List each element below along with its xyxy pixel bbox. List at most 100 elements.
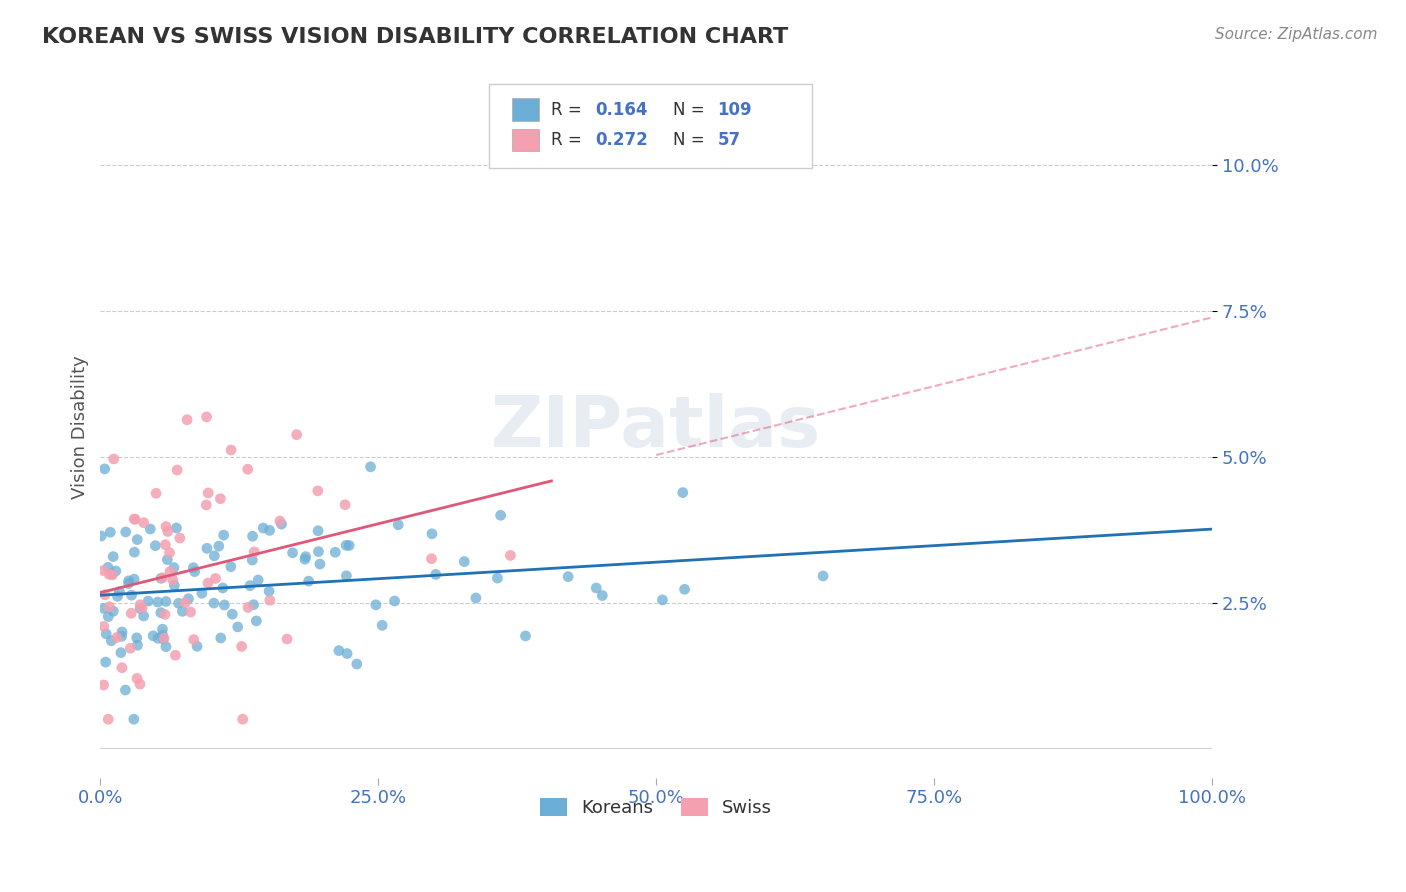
- Point: [153, 607, 176, 622]
- Point: [420, 526, 443, 541]
- Text: 0.164: 0.164: [595, 101, 648, 119]
- Point: [117, 576, 139, 591]
- Point: [309, 557, 332, 571]
- Point: [208, 539, 231, 553]
- Point: [156, 524, 179, 539]
- Point: [281, 546, 304, 560]
- Point: [202, 549, 225, 563]
- Point: [172, 604, 194, 618]
- Text: KOREAN VS SWISS VISION DISABILITY CORRELATION CHART: KOREAN VS SWISS VISION DISABILITY CORREL…: [42, 27, 789, 46]
- Point: [209, 631, 232, 645]
- Text: ZIPatlas: ZIPatlas: [491, 393, 821, 462]
- Point: [384, 594, 406, 608]
- FancyBboxPatch shape: [512, 98, 540, 120]
- Point: [132, 609, 155, 624]
- Point: [211, 581, 233, 595]
- Point: [127, 533, 149, 547]
- Point: [195, 541, 218, 556]
- Point: [165, 648, 187, 663]
- Point: [166, 463, 188, 477]
- Text: 109: 109: [717, 101, 752, 119]
- Point: [214, 598, 236, 612]
- Point: [111, 624, 134, 639]
- Point: [127, 638, 149, 652]
- Point: [169, 531, 191, 545]
- Point: [323, 545, 346, 559]
- Point: [585, 581, 607, 595]
- Point: [294, 549, 316, 564]
- Point: [464, 591, 486, 605]
- Point: [335, 569, 357, 583]
- Point: [247, 573, 270, 587]
- Point: [146, 595, 169, 609]
- Point: [149, 571, 172, 585]
- Point: [180, 605, 202, 619]
- Point: [191, 586, 214, 600]
- Point: [307, 524, 329, 538]
- Point: [557, 569, 579, 583]
- Point: [236, 462, 259, 476]
- Y-axis label: Vision Disability: Vision Disability: [72, 356, 89, 500]
- Point: [197, 576, 219, 591]
- Point: [242, 529, 264, 543]
- Point: [257, 584, 280, 599]
- Point: [120, 607, 142, 621]
- Point: [97, 712, 120, 726]
- Point: [183, 632, 205, 647]
- Point: [811, 569, 834, 583]
- Point: [110, 646, 132, 660]
- Point: [236, 600, 259, 615]
- Point: [420, 551, 443, 566]
- Point: [93, 601, 115, 615]
- Point: [489, 508, 512, 523]
- Point: [174, 596, 197, 610]
- Point: [159, 546, 181, 560]
- Point: [124, 512, 146, 526]
- Point: [121, 588, 143, 602]
- Point: [231, 640, 253, 654]
- Point: [111, 661, 134, 675]
- Point: [242, 598, 264, 612]
- Point: [125, 631, 148, 645]
- Point: [93, 678, 115, 692]
- Point: [94, 588, 117, 602]
- Point: [108, 584, 131, 599]
- Point: [232, 712, 254, 726]
- Point: [117, 574, 139, 588]
- Point: [259, 524, 281, 538]
- Text: N =: N =: [673, 131, 710, 149]
- Point: [335, 538, 357, 552]
- Point: [105, 631, 128, 645]
- Point: [333, 498, 356, 512]
- Point: [197, 486, 219, 500]
- Point: [364, 598, 387, 612]
- Point: [221, 607, 243, 622]
- Text: R =: R =: [551, 101, 586, 119]
- Point: [129, 598, 152, 612]
- Point: [149, 606, 172, 620]
- Text: 0.272: 0.272: [595, 131, 648, 149]
- Point: [212, 528, 235, 542]
- Point: [136, 594, 159, 608]
- Point: [245, 614, 267, 628]
- Point: [673, 582, 696, 597]
- Point: [103, 452, 125, 467]
- Point: [162, 573, 184, 587]
- Point: [129, 601, 152, 615]
- Point: [155, 538, 177, 552]
- Point: [269, 514, 291, 528]
- Point: [294, 552, 316, 566]
- Point: [499, 549, 522, 563]
- Text: 57: 57: [717, 131, 741, 149]
- Point: [145, 486, 167, 500]
- Point: [93, 462, 115, 476]
- Point: [239, 579, 262, 593]
- Point: [195, 498, 218, 512]
- Point: [360, 459, 382, 474]
- Point: [100, 633, 122, 648]
- Text: Source: ZipAtlas.com: Source: ZipAtlas.com: [1215, 27, 1378, 42]
- Point: [219, 442, 242, 457]
- Point: [337, 539, 360, 553]
- Point: [177, 591, 200, 606]
- FancyBboxPatch shape: [489, 85, 811, 169]
